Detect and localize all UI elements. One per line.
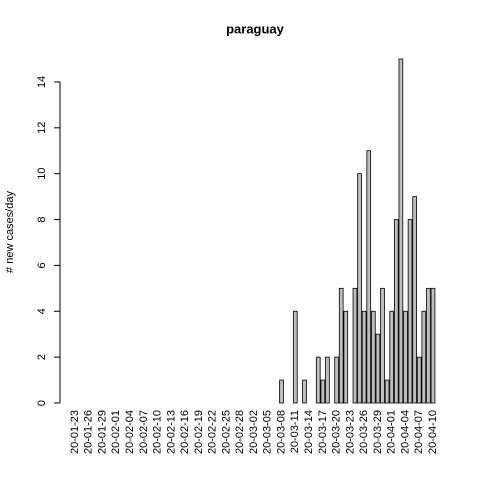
x-tick-label: 20-02-25 — [220, 410, 232, 454]
x-tick-label: 20-02-13 — [165, 410, 177, 454]
bar — [320, 379, 326, 404]
x-tick-label: 20-02-16 — [179, 410, 191, 454]
bar — [343, 310, 349, 404]
bar — [361, 310, 367, 404]
bar — [366, 150, 372, 404]
y-tick-label: 4 — [36, 308, 48, 314]
y-tick-label: 0 — [36, 400, 48, 406]
x-tick-label: 20-04-10 — [427, 410, 439, 454]
bar — [375, 333, 381, 404]
bar — [421, 310, 427, 404]
bar — [426, 287, 431, 404]
y-tick-label: 14 — [36, 76, 48, 88]
bar — [380, 287, 385, 404]
x-tick-label: 20-02-01 — [110, 410, 122, 454]
y-tick-label: 8 — [36, 216, 48, 222]
x-tick-label: 20-02-07 — [138, 410, 150, 454]
chart-title: paraguay — [226, 21, 285, 36]
x-tick-label: 20-03-29 — [372, 410, 384, 454]
bar — [407, 219, 413, 404]
x-tick-label: 20-03-05 — [262, 410, 274, 454]
bar — [357, 173, 362, 404]
y-tick-label: 10 — [36, 168, 48, 180]
x-tick-label: 20-02-04 — [124, 410, 136, 454]
x-tick-label: 20-03-26 — [358, 410, 370, 454]
y-tick-label: 6 — [36, 262, 48, 268]
bar — [412, 196, 417, 404]
bar — [384, 379, 390, 404]
bar — [389, 310, 395, 404]
x-tick-label: 20-04-04 — [399, 410, 411, 454]
x-tick-label: 20-04-01 — [386, 410, 398, 454]
bar — [398, 58, 404, 404]
y-tick-label: 12 — [36, 122, 48, 134]
bar — [315, 356, 321, 404]
bar — [338, 287, 344, 404]
bar — [403, 310, 408, 404]
x-tick-label: 20-03-14 — [303, 410, 315, 454]
bar — [371, 310, 376, 404]
x-tick-label: 20-03-08 — [275, 410, 287, 454]
bar — [279, 379, 284, 404]
x-tick-label: 20-03-23 — [344, 410, 356, 454]
y-axis-label: # new cases/day — [4, 191, 16, 273]
bar — [302, 379, 307, 404]
x-tick-label: 20-02-22 — [207, 410, 219, 454]
bar — [393, 219, 399, 404]
bar — [334, 356, 339, 404]
bar — [325, 356, 330, 404]
x-tick-label: 20-02-28 — [234, 410, 246, 454]
bar — [352, 287, 358, 404]
x-tick-label: 20-02-19 — [193, 410, 205, 454]
x-tick-label: 20-03-11 — [289, 410, 301, 453]
x-tick-label: 20-03-17 — [317, 410, 329, 454]
x-tick-label: 20-04-07 — [413, 410, 425, 454]
x-tick-label: 20-01-26 — [83, 410, 95, 454]
x-tick-label: 20-03-02 — [248, 410, 260, 454]
bar — [416, 356, 422, 404]
x-tick-label: 20-03-20 — [331, 410, 343, 454]
x-tick-label: 20-02-10 — [152, 410, 164, 454]
x-tick-label: 20-01-23 — [69, 410, 81, 454]
y-tick-label: 2 — [36, 354, 48, 360]
bar — [430, 287, 436, 404]
x-tick-label: 20-01-29 — [96, 410, 108, 454]
bar — [292, 310, 298, 404]
